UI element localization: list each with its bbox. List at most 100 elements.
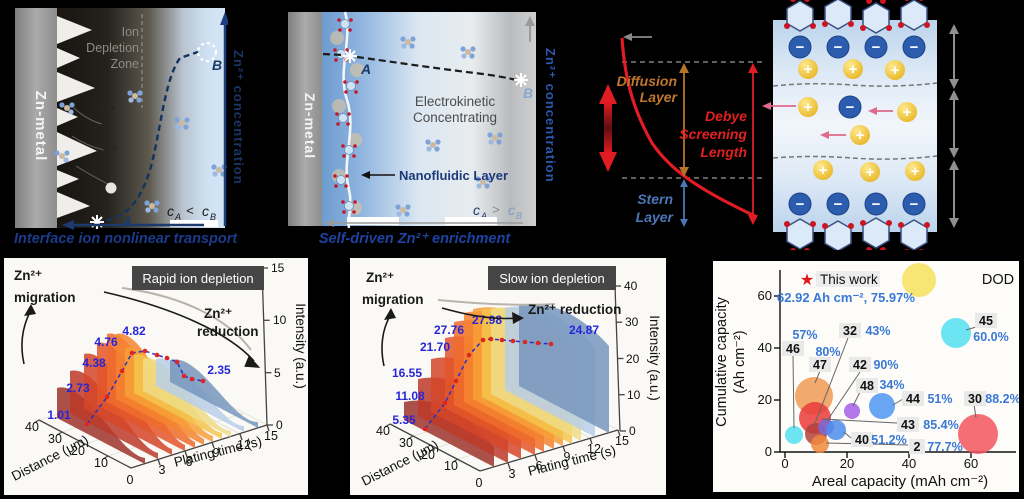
stern-layer-label-line1: Stern bbox=[637, 191, 673, 207]
stern-layer-arrow bbox=[680, 179, 688, 227]
svg-text:12: 12 bbox=[237, 438, 251, 452]
svg-text:0: 0 bbox=[781, 456, 788, 471]
ion-flux-arrow bbox=[762, 102, 893, 139]
svg-text:46: 46 bbox=[786, 342, 800, 356]
legend: ★ This work 62.92 Ah cm⁻², 75.97% DOD bbox=[777, 271, 1014, 305]
svg-text:−: − bbox=[834, 196, 843, 213]
trend-swoosh bbox=[437, 299, 556, 306]
svg-text:3: 3 bbox=[159, 463, 166, 477]
svg-text:10: 10 bbox=[627, 388, 641, 402]
svg-text:0: 0 bbox=[629, 424, 636, 438]
zn-concentration-axis-label: Zn²⁺ concentration bbox=[231, 50, 246, 185]
panel-nanochannel: − − − − − − − − − + + + + + + + + + bbox=[762, 0, 959, 250]
main-label-line2: Concentrating bbox=[413, 110, 497, 125]
svg-text:A: A bbox=[480, 211, 487, 221]
svg-text:+: + bbox=[891, 62, 900, 79]
time-tick-labels: 3 6 9 12 15 bbox=[509, 434, 629, 481]
chart-rapid-depletion: 1.01 2.73 4.38 4.76 4.82 2.35 Zn²⁺ migra… bbox=[4, 258, 308, 495]
svg-text:15: 15 bbox=[615, 434, 629, 448]
svg-text:45: 45 bbox=[979, 314, 993, 328]
star-icon: ★ bbox=[800, 272, 814, 289]
svg-text:A: A bbox=[174, 212, 181, 222]
bubble-44 bbox=[869, 393, 895, 419]
trend-swoosh bbox=[121, 287, 252, 351]
svg-text:20: 20 bbox=[71, 444, 85, 458]
panel-electrokinetic: Zn-metal bbox=[288, 11, 536, 229]
z-tick-labels: 0 10 20 30 40 bbox=[624, 279, 641, 438]
concentration-axis-arrow bbox=[525, 16, 535, 42]
electrolyte-region bbox=[322, 12, 536, 226]
distance-tick-labels: 10 20 30 40 0 bbox=[25, 420, 133, 487]
h2-label: H₂ bbox=[102, 138, 117, 153]
zone-label-line1: Ion bbox=[122, 25, 139, 39]
svg-text:0: 0 bbox=[127, 473, 134, 487]
svg-text:>: > bbox=[492, 202, 500, 217]
svg-text:−: − bbox=[796, 196, 805, 213]
panel-interface-transport: Zn-metal Ion Depletion Zone H⁺ H₂ A B bbox=[15, 8, 228, 230]
svg-text:0: 0 bbox=[476, 476, 483, 490]
transport-direction-arrow bbox=[62, 220, 204, 230]
waterfall-ribbons bbox=[57, 333, 258, 464]
svg-text:57%: 57% bbox=[792, 328, 817, 342]
svg-text:43: 43 bbox=[901, 418, 915, 432]
cation-icon: + + + + + + + + + bbox=[798, 59, 925, 182]
svg-text:+: + bbox=[903, 104, 912, 121]
svg-text:5: 5 bbox=[274, 366, 281, 380]
z-axis-label: Intensity (a.u.) bbox=[293, 303, 308, 389]
svg-text:+: + bbox=[804, 99, 813, 116]
svg-text:15: 15 bbox=[271, 261, 285, 275]
point-a-label: A bbox=[121, 213, 132, 229]
svg-text:20: 20 bbox=[421, 448, 435, 462]
panel-interface-caption: Interface ion nonlinear transport bbox=[14, 231, 238, 247]
svg-text:+: + bbox=[866, 164, 875, 181]
svg-text:32: 32 bbox=[843, 324, 857, 338]
svg-text:+: + bbox=[856, 127, 865, 144]
svg-text:47: 47 bbox=[813, 358, 827, 372]
svg-text:88.2%: 88.2% bbox=[985, 392, 1020, 406]
point-b-starburst-icon bbox=[514, 73, 528, 87]
bubble-46 bbox=[785, 426, 803, 444]
svg-text:30: 30 bbox=[399, 436, 413, 450]
reduction-arrow-icon bbox=[103, 291, 261, 368]
screening-boundary-line bbox=[772, 155, 938, 160]
svg-text:−: − bbox=[910, 196, 919, 213]
zn-electrode bbox=[15, 8, 57, 228]
svg-text:30: 30 bbox=[968, 392, 982, 406]
svg-text:10: 10 bbox=[94, 456, 108, 470]
migration-arrow-icon bbox=[381, 308, 396, 367]
y-axis-label-line2: (Ah cm⁻²) bbox=[732, 330, 748, 393]
screening-boundary-line bbox=[772, 82, 938, 87]
legend-label: This work bbox=[820, 272, 878, 287]
svg-text:40: 40 bbox=[855, 433, 869, 447]
diffusion-layer-arrow bbox=[679, 63, 689, 177]
scale-bar bbox=[347, 217, 399, 225]
svg-text:43%: 43% bbox=[865, 324, 890, 338]
leader-lines bbox=[792, 326, 977, 446]
svg-text:40: 40 bbox=[902, 456, 916, 471]
bubble-40 bbox=[826, 420, 846, 440]
debye-label-line2: Screening bbox=[679, 126, 747, 142]
reduction-label-line1: Zn²⁺ bbox=[204, 306, 232, 321]
svg-text:60: 60 bbox=[964, 456, 978, 471]
concentration-inequality: c A > c B bbox=[473, 202, 522, 221]
svg-text:51%: 51% bbox=[927, 392, 952, 406]
nanofluidic-pointer-arrow bbox=[361, 171, 395, 179]
svg-text:60.0%: 60.0% bbox=[973, 330, 1008, 344]
svg-text:c: c bbox=[167, 203, 174, 219]
svg-text:4.82: 4.82 bbox=[122, 324, 146, 338]
svg-text:40: 40 bbox=[624, 279, 638, 293]
point-a-starburst-icon bbox=[90, 215, 104, 229]
diffusion-layer-label-line1: Diffusion bbox=[617, 73, 677, 89]
point-a-starburst-icon bbox=[343, 49, 357, 63]
bubble-this-work bbox=[902, 263, 936, 297]
debye-length-arrow bbox=[748, 63, 758, 225]
panel-electrokinetic-caption: Self-driven Zn²⁺ enrichment bbox=[318, 231, 511, 247]
svg-text:34%: 34% bbox=[879, 378, 904, 392]
dod-label: DOD bbox=[982, 272, 1014, 288]
channel-width-arrow bbox=[949, 24, 959, 228]
concentration-axis-arrow bbox=[220, 12, 228, 226]
svg-text:6: 6 bbox=[536, 459, 543, 473]
svg-text:21.70: 21.70 bbox=[420, 340, 450, 354]
distance-tick-labels: 10 20 30 40 0 bbox=[376, 424, 482, 490]
z-tick-labels: 0 5 10 15 bbox=[271, 261, 287, 432]
